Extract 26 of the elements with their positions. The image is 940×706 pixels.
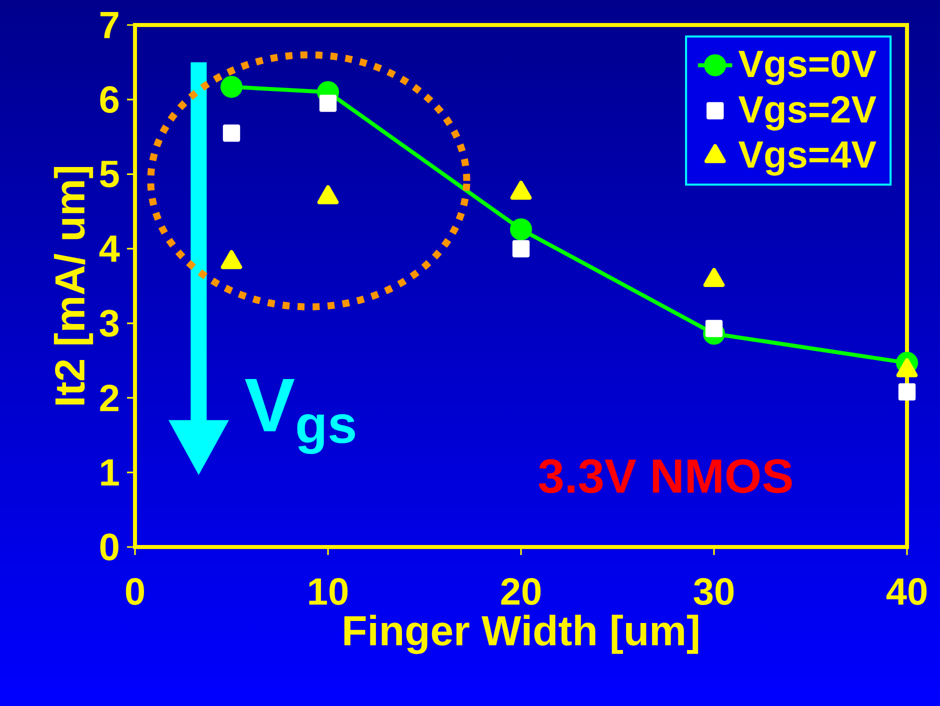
point xyxy=(220,76,243,98)
x-tick-label: 30 xyxy=(694,578,734,606)
x-tick-label: 0 xyxy=(126,578,144,605)
x-tick-label: 40 xyxy=(886,578,927,605)
point xyxy=(898,383,916,400)
y-tick-label: 2 xyxy=(100,384,118,412)
x-axis-title: Finger Width [um] xyxy=(344,614,698,654)
y-axis-title: It2 [mA/ um] xyxy=(54,167,94,405)
point xyxy=(319,94,337,112)
point xyxy=(512,240,530,258)
legend-label: Vgs=0V xyxy=(738,50,876,86)
y-tick-label: 7 xyxy=(100,12,118,38)
annotation: 3.3V NMOS xyxy=(538,459,792,494)
y-tick-label: 1 xyxy=(101,459,119,486)
y-tick-label: 6 xyxy=(100,86,119,114)
annotation: V$_{gs}$ xyxy=(244,378,355,454)
point xyxy=(510,218,532,240)
y-tick-label: 3 xyxy=(100,310,119,337)
x-tick-label: 10 xyxy=(309,578,348,605)
legend-label: Vgs=2V xyxy=(738,96,876,131)
y-tick-label: 4 xyxy=(99,236,120,262)
y-tick-label: 0 xyxy=(100,534,118,560)
y-tick-label: 5 xyxy=(100,160,119,188)
legend-label: Vgs=4V xyxy=(738,142,876,176)
point xyxy=(222,124,240,142)
x-tick-label: 20 xyxy=(501,578,541,605)
